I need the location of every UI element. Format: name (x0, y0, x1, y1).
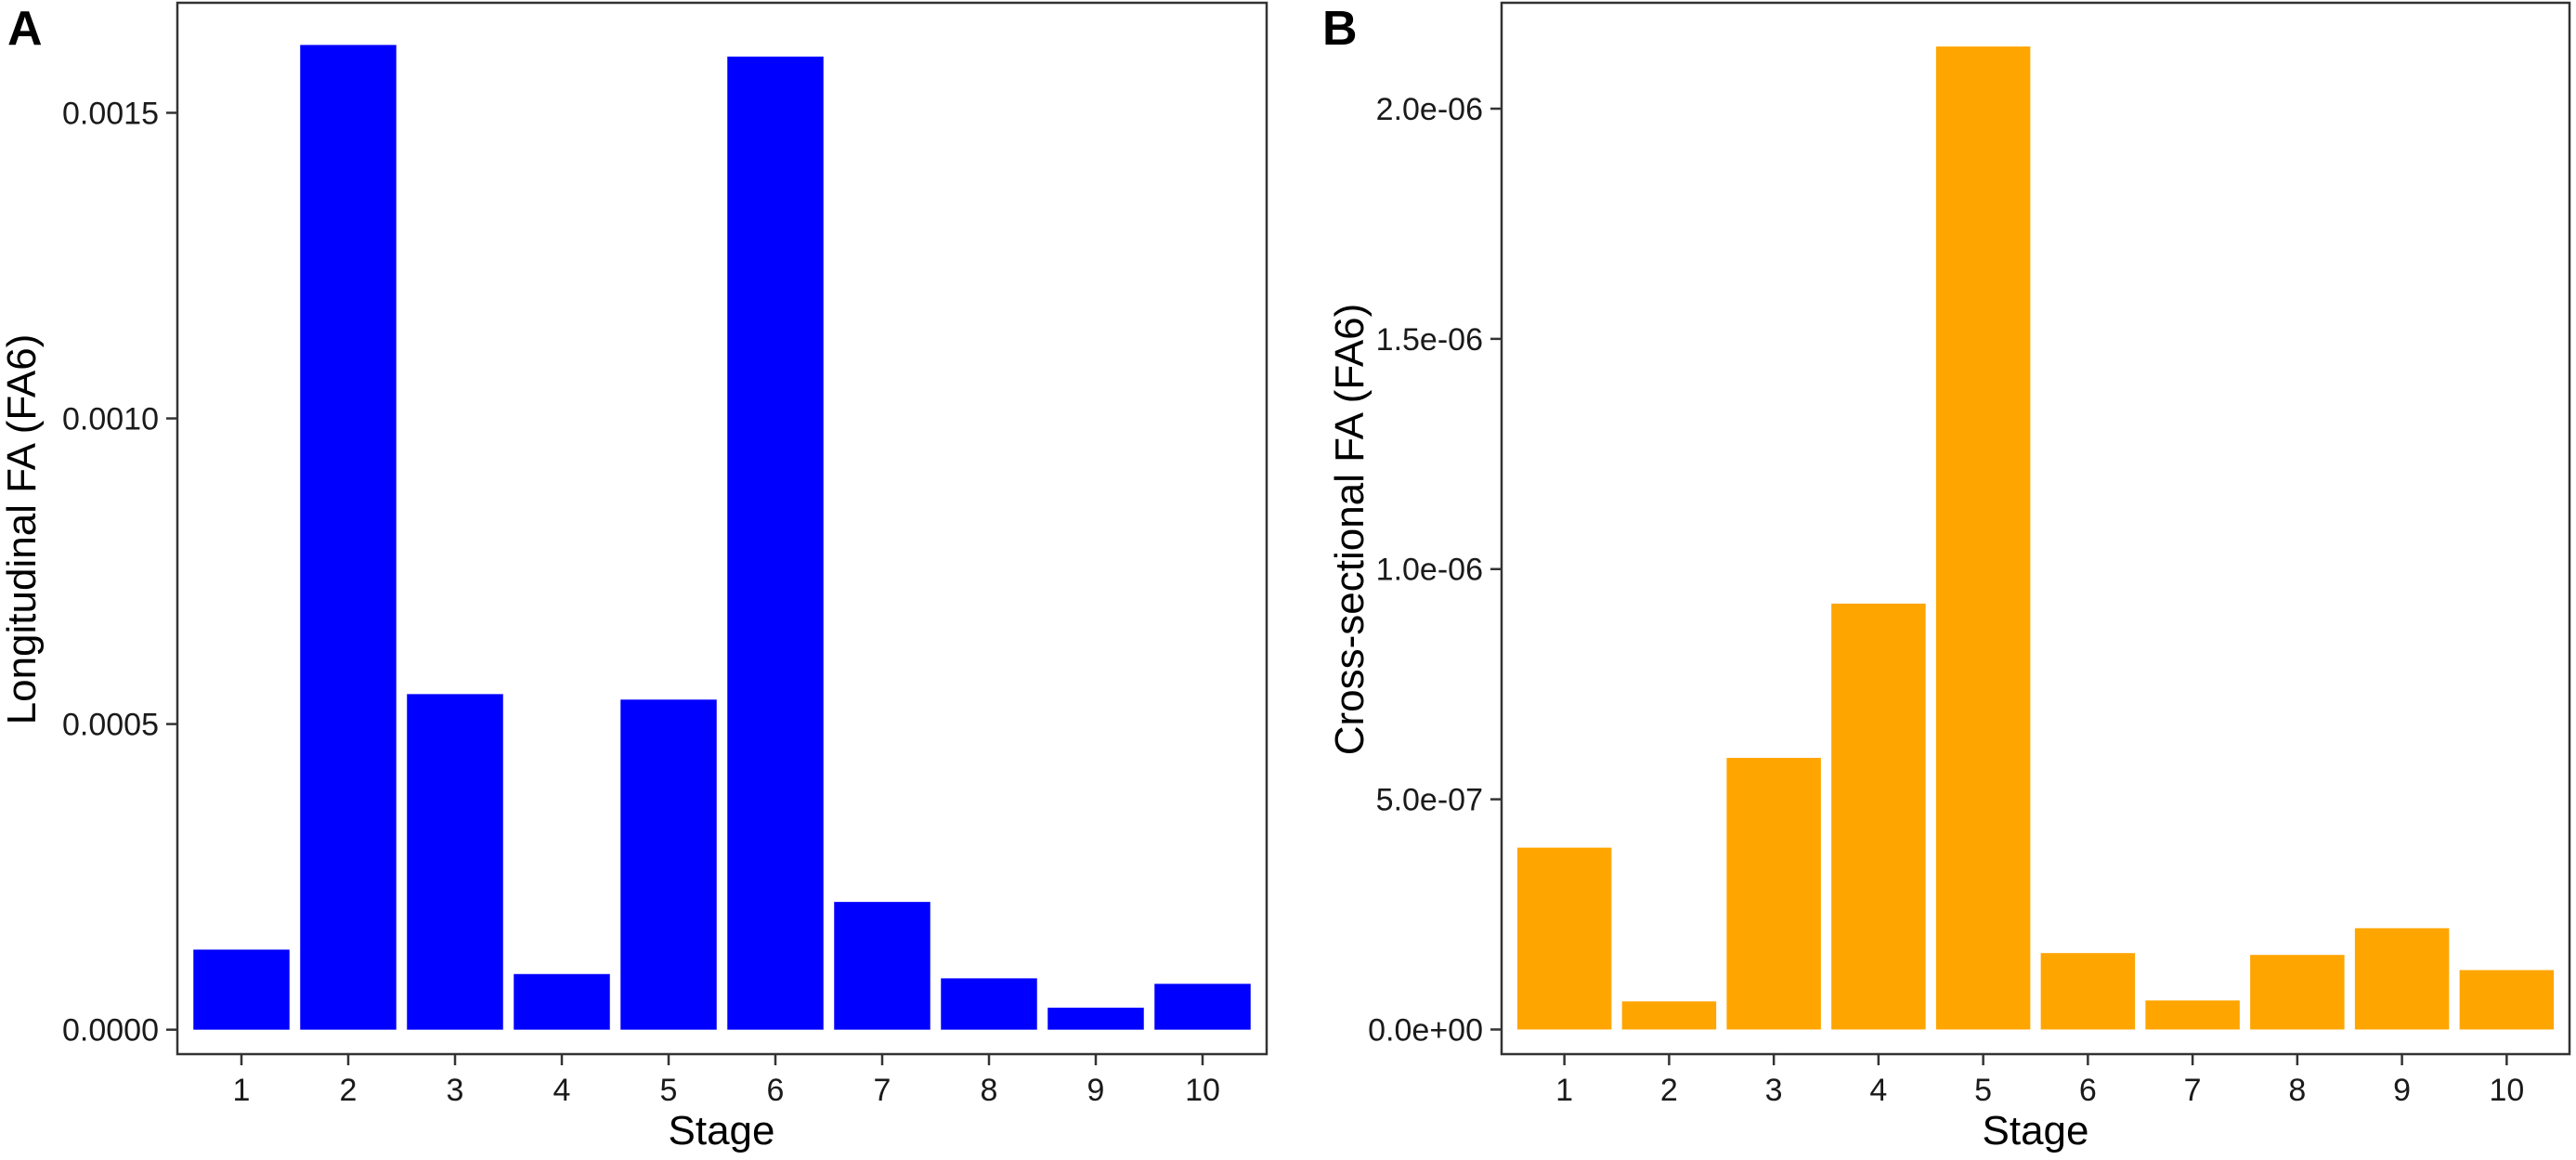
y-tick-label-a-0: 0.0000 (62, 1013, 159, 1049)
bar-b-stage-1 (1516, 847, 1612, 1030)
x-tick-label-a-7: 7 (874, 1073, 891, 1108)
panel-a: A 0.0000 0.0005 0.0010 0.0015 1 2 3 4 5 6 7 8 9 10 S… (0, 1, 1268, 1153)
y-tick-label-a-1: 0.0005 (62, 708, 159, 743)
x-axis-title-a: Stage (669, 1108, 775, 1153)
x-tick-label-a-10: 10 (1185, 1073, 1220, 1108)
bar-a-stage-9 (1047, 1007, 1144, 1030)
bar-a-stage-4 (514, 973, 610, 1030)
x-tick-label-a-3: 3 (447, 1073, 464, 1108)
y-axis-b: 0.0e+00 5.0e-07 1.0e-06 1.5e-06 2.0e-06 (1368, 92, 1502, 1048)
bar-b-stage-2 (1621, 1001, 1717, 1030)
x-tick-label-b-3: 3 (1765, 1073, 1783, 1108)
panel-label-a: A (7, 2, 43, 56)
y-axis-a: 0.0000 0.0005 0.0010 0.0015 (62, 96, 177, 1049)
y-axis-title-a: Longitudinal FA (FA6) (0, 334, 45, 725)
y-axis-title-b: Cross-sectional FA (FA6) (1327, 304, 1373, 756)
bars-b (1516, 46, 2555, 1030)
x-tick-label-b-7: 7 (2184, 1073, 2202, 1108)
y-tick-label-a-3: 0.0015 (62, 96, 159, 131)
bar-a-stage-10 (1154, 984, 1251, 1030)
bar-a-stage-1 (193, 949, 290, 1030)
plot-frame-b (1500, 1, 2571, 1056)
x-tick-label-a-2: 2 (340, 1073, 358, 1108)
x-tick-label-a-4: 4 (553, 1073, 571, 1108)
x-tick-label-a-6: 6 (767, 1073, 785, 1108)
bar-b-stage-6 (2040, 953, 2136, 1030)
x-tick-label-b-6: 6 (2079, 1073, 2097, 1108)
panel-b: B 0.0e+00 5.0e-07 1.0e-06 1.5e-06 2.0e-06 1 2… (1322, 1, 2571, 1153)
x-axis-b: 1 2 3 4 5 6 7 8 9 10 (1555, 1054, 2524, 1108)
bars-a (193, 45, 1251, 1030)
bar-a-stage-6 (727, 56, 824, 1030)
y-tick-label-b-4: 2.0e-06 (1376, 92, 1483, 127)
x-tick-label-b-1: 1 (1555, 1073, 1573, 1108)
x-tick-label-b-8: 8 (2288, 1073, 2306, 1108)
x-tick-label-b-5: 5 (1974, 1073, 1992, 1108)
bar-a-stage-7 (834, 902, 930, 1030)
x-axis-title-b: Stage (1983, 1108, 2089, 1153)
x-tick-label-b-9: 9 (2393, 1073, 2411, 1108)
y-tick-label-b-3: 1.5e-06 (1376, 322, 1483, 358)
bar-a-stage-2 (300, 45, 397, 1030)
bar-b-stage-9 (2354, 928, 2450, 1030)
y-tick-label-b-1: 5.0e-07 (1376, 783, 1483, 818)
x-tick-label-a-8: 8 (981, 1073, 998, 1108)
x-tick-label-a-1: 1 (233, 1073, 251, 1108)
x-tick-label-a-5: 5 (660, 1073, 678, 1108)
bar-a-stage-3 (407, 694, 503, 1030)
bar-b-stage-3 (1726, 758, 1821, 1030)
bar-b-stage-7 (2145, 1000, 2240, 1030)
x-tick-label-b-10: 10 (2489, 1073, 2524, 1108)
x-axis-a: 1 2 3 4 5 6 7 8 9 10 (233, 1054, 1220, 1108)
panel-label-b: B (1322, 2, 1358, 56)
bar-a-stage-8 (941, 978, 1037, 1030)
bar-b-stage-10 (2459, 970, 2555, 1030)
y-tick-label-b-0: 0.0e+00 (1368, 1012, 1483, 1048)
y-tick-label-a-2: 0.0010 (62, 402, 159, 437)
bar-b-stage-8 (2250, 955, 2345, 1030)
x-tick-label-b-2: 2 (1660, 1073, 1678, 1108)
x-tick-label-b-4: 4 (1869, 1073, 1887, 1108)
bar-b-stage-5 (1935, 46, 2031, 1030)
bar-a-stage-5 (620, 699, 717, 1030)
x-tick-label-a-9: 9 (1087, 1073, 1105, 1108)
y-tick-label-b-2: 1.0e-06 (1376, 553, 1483, 588)
plot-frame-a (176, 1, 1268, 1056)
bar-b-stage-4 (1831, 603, 1926, 1030)
